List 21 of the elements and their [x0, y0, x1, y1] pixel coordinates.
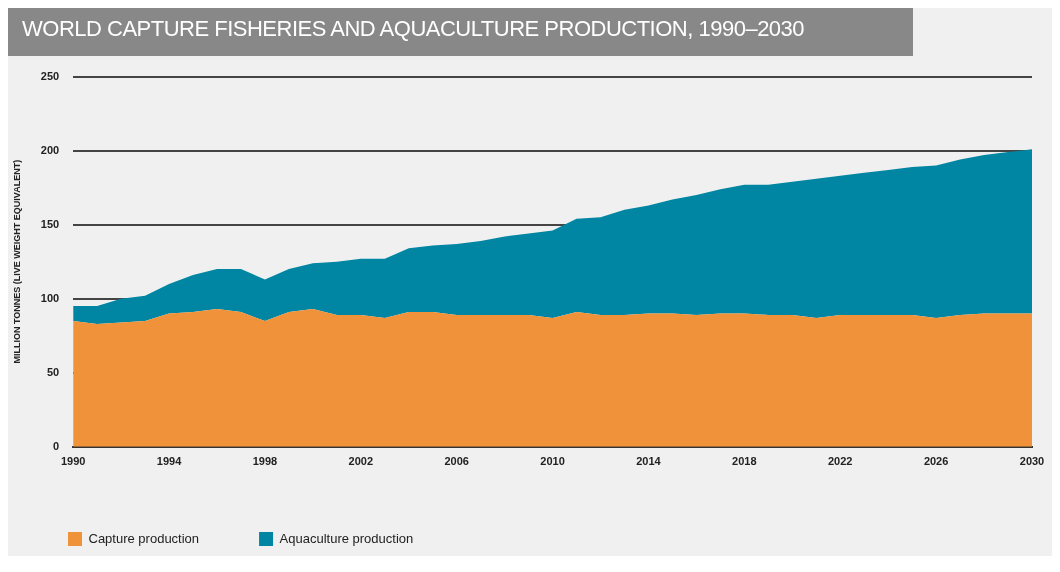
- y-tick-label: 50: [46, 365, 60, 378]
- x-tick-label: 2030: [1019, 455, 1045, 468]
- y-axis-title: MILLION TONNES (LIVE WEIGHT EQUIVALENT): [11, 159, 22, 364]
- x-tick-label: 2018: [732, 455, 757, 468]
- legend-label: Capture production: [88, 530, 200, 546]
- legend-label: Aquaculture production: [279, 530, 414, 546]
- x-tick-label: 1994: [156, 455, 183, 468]
- x-tick-label: 1998: [252, 455, 278, 468]
- x-tick-label: 2014: [636, 455, 662, 468]
- y-tick-label: 200: [40, 143, 60, 156]
- x-tick-label: 2010: [540, 455, 565, 468]
- x-tick-label: 2002: [348, 455, 374, 468]
- x-tick-label: 2022: [827, 455, 853, 468]
- x-tick-label: 2006: [444, 455, 469, 468]
- x-tick-label: 1990: [60, 455, 86, 468]
- y-tick-label: 0: [53, 439, 60, 452]
- y-tick-label: 150: [40, 217, 60, 230]
- y-tick-label: 250: [40, 69, 60, 82]
- chart-title: WORLD CAPTURE FISHERIES AND AQUACULTURE PRODUCTION, 1990–2030: [8, 8, 913, 56]
- x-tick-label: 2026: [923, 455, 949, 468]
- y-tick-label: 100: [40, 291, 60, 304]
